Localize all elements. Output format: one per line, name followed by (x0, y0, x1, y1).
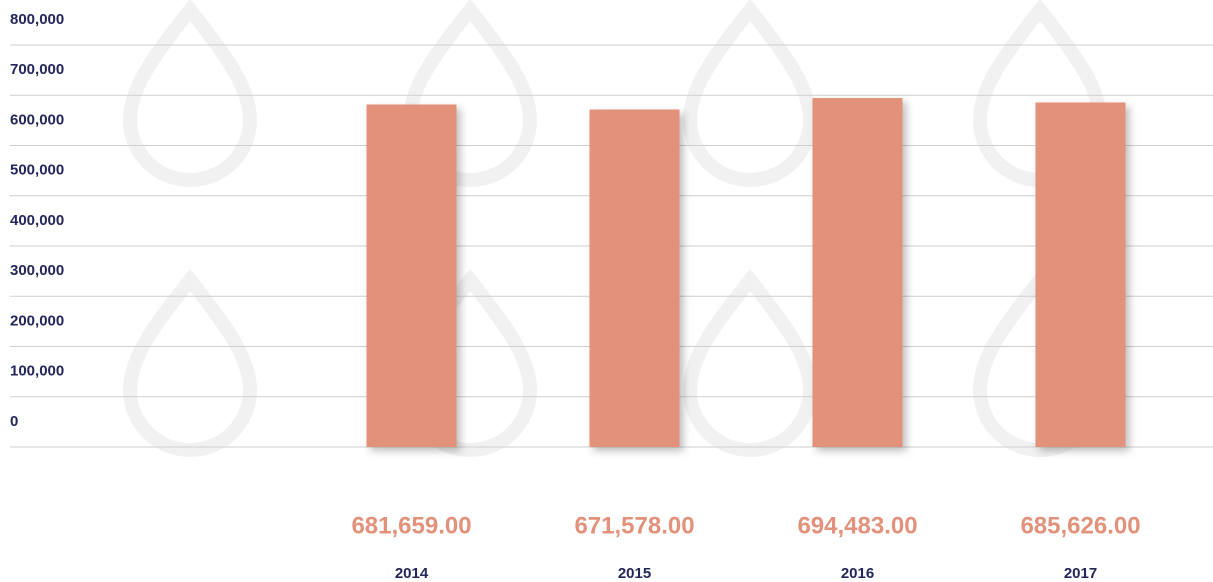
y-tick-label: 500,000 (10, 162, 64, 179)
bar (366, 104, 457, 447)
y-tick-label: 300,000 (10, 262, 64, 279)
x-tick-label: 2015 (618, 565, 651, 582)
y-tick-label: 600,000 (10, 111, 64, 128)
value-label: 671,578.00 (574, 512, 694, 539)
x-tick-label: 2016 (841, 565, 874, 582)
bar (589, 109, 680, 448)
bar (812, 98, 903, 448)
value-label: 681,659.00 (351, 512, 471, 539)
y-tick-label: 800,000 (10, 11, 64, 28)
value-label: 694,483.00 (797, 512, 917, 539)
y-tick-label: 100,000 (10, 363, 64, 380)
y-tick-label: 400,000 (10, 212, 64, 229)
y-tick-label: 200,000 (10, 312, 64, 329)
value-label: 685,626.00 (1020, 512, 1140, 539)
x-tick-label: 2017 (1064, 565, 1097, 582)
y-tick-label: 700,000 (10, 61, 64, 78)
y-tick-label: 0 (10, 413, 18, 430)
bar (1035, 102, 1126, 448)
x-tick-label: 2014 (395, 565, 429, 582)
